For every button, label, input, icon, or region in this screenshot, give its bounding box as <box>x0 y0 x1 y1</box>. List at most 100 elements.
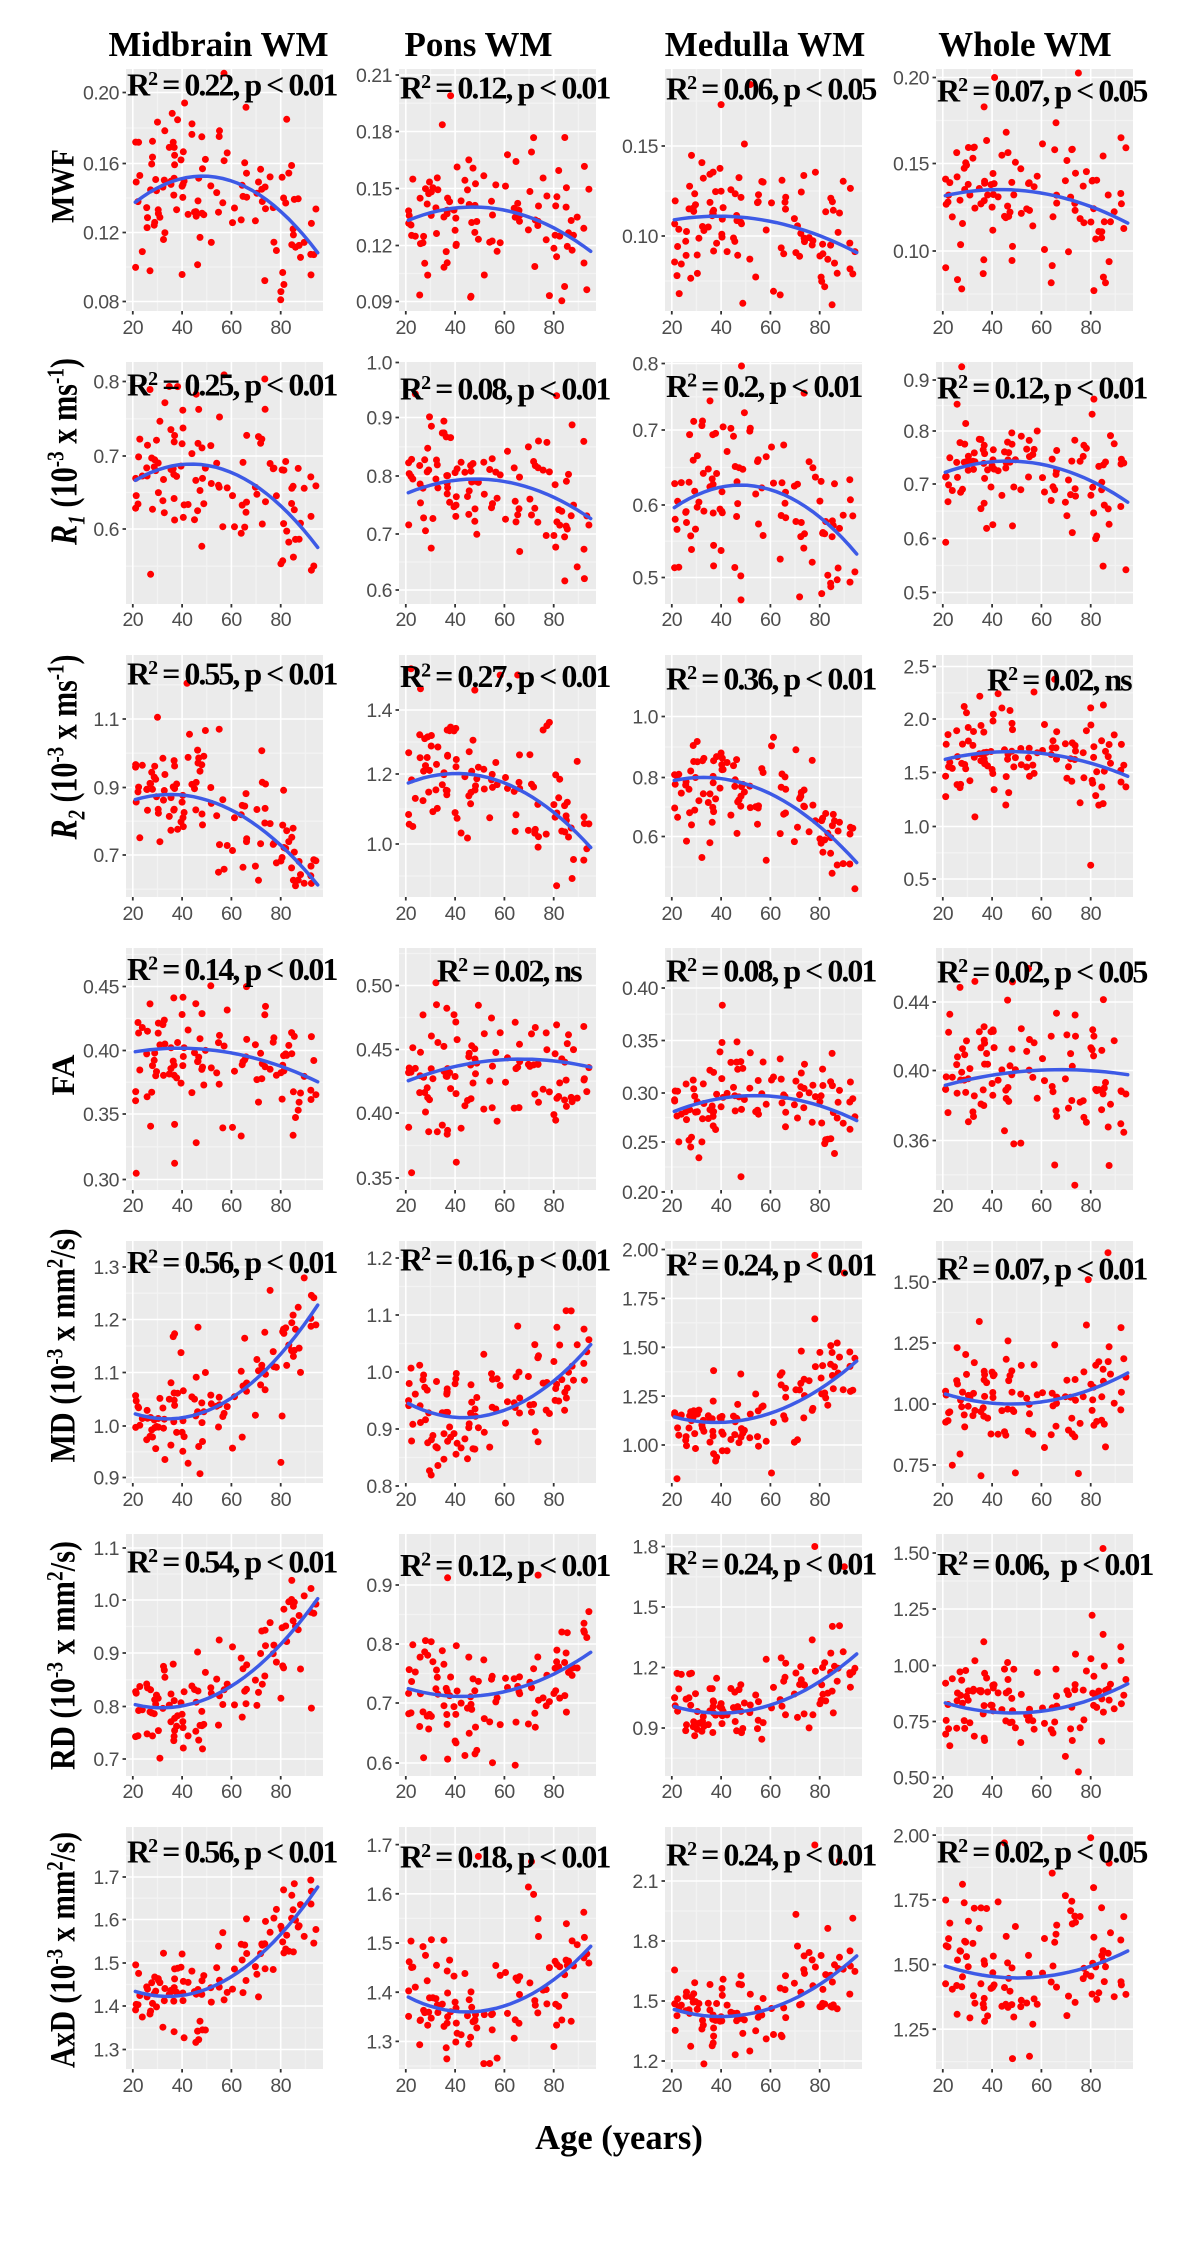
svg-text:20: 20 <box>395 609 416 631</box>
svg-text:0.7: 0.7 <box>366 524 392 546</box>
svg-text:60: 60 <box>1031 2075 1052 2097</box>
svg-text:1.1: 1.1 <box>93 1538 119 1560</box>
svg-text:RD (10-3 x mm2/s): RD (10-3 x mm2/s) <box>43 1541 83 1770</box>
svg-text:80: 80 <box>1080 1195 1101 1217</box>
svg-text:20: 20 <box>932 609 953 631</box>
svg-text:0.15: 0.15 <box>356 179 393 201</box>
svg-text:0.9: 0.9 <box>93 1468 119 1490</box>
svg-text:0.30: 0.30 <box>622 1083 659 1105</box>
svg-text:0.6: 0.6 <box>93 519 119 541</box>
svg-text:0.9: 0.9 <box>93 1643 119 1665</box>
svg-text:60: 60 <box>1031 609 1052 631</box>
svg-text:0.9: 0.9 <box>632 1718 658 1740</box>
svg-text:0.09: 0.09 <box>356 292 392 314</box>
svg-text:R1 (10-3 x ms-1): R1 (10-3 x ms-1) <box>44 358 91 546</box>
svg-text:20: 20 <box>122 2075 143 2097</box>
svg-text:0.45: 0.45 <box>83 977 120 999</box>
svg-text:R2 = 0.06, p < 0.01: R2 = 0.06, p < 0.01 <box>937 1546 1153 1582</box>
svg-text:40: 40 <box>711 1195 732 1217</box>
svg-text:40: 40 <box>445 1195 466 1217</box>
svg-text:80: 80 <box>270 1781 291 1803</box>
svg-text:1.25: 1.25 <box>893 1599 930 1621</box>
svg-text:1.0: 1.0 <box>93 1590 119 1612</box>
svg-text:20: 20 <box>932 1489 953 1511</box>
svg-text:0.8: 0.8 <box>93 372 119 394</box>
svg-text:0.40: 0.40 <box>83 1041 120 1063</box>
svg-text:60: 60 <box>221 1781 242 1803</box>
svg-text:0.20: 0.20 <box>893 68 930 90</box>
svg-text:40: 40 <box>172 317 193 339</box>
svg-text:R2 = 0.08, p < 0.01: R2 = 0.08, p < 0.01 <box>400 371 610 407</box>
svg-text:80: 80 <box>270 317 291 339</box>
svg-text:R2 = 0.55, p < 0.01: R2 = 0.55, p < 0.01 <box>127 656 337 692</box>
svg-text:40: 40 <box>172 903 193 925</box>
svg-text:1.4: 1.4 <box>366 1982 392 2004</box>
svg-text:Whole WM: Whole WM <box>938 25 1111 64</box>
svg-text:0.50: 0.50 <box>356 976 393 998</box>
svg-text:0.36: 0.36 <box>893 1131 929 1153</box>
svg-text:1.6: 1.6 <box>93 1910 119 1932</box>
svg-text:0.8: 0.8 <box>366 1476 392 1498</box>
svg-text:60: 60 <box>494 609 515 631</box>
svg-text:1.3: 1.3 <box>366 2032 392 2054</box>
svg-text:FA: FA <box>46 1054 82 1096</box>
svg-text:0.35: 0.35 <box>83 1104 120 1126</box>
svg-text:1.2: 1.2 <box>632 1658 658 1680</box>
svg-text:0.15: 0.15 <box>622 136 659 158</box>
svg-text:R2 = 0.36, p < 0.01: R2 = 0.36, p < 0.01 <box>666 661 876 697</box>
svg-text:20: 20 <box>661 2075 682 2097</box>
svg-text:80: 80 <box>543 903 564 925</box>
svg-text:60: 60 <box>221 1195 242 1217</box>
svg-text:20: 20 <box>122 1781 143 1803</box>
svg-text:40: 40 <box>445 317 466 339</box>
svg-text:20: 20 <box>122 1195 143 1217</box>
svg-text:0.15: 0.15 <box>893 154 930 176</box>
svg-text:0.7: 0.7 <box>93 1749 119 1771</box>
svg-text:80: 80 <box>1080 317 1101 339</box>
svg-text:1.0: 1.0 <box>366 353 392 375</box>
svg-text:2.00: 2.00 <box>622 1240 659 1262</box>
svg-text:40: 40 <box>982 317 1003 339</box>
svg-text:40: 40 <box>172 2075 193 2097</box>
svg-text:1.2: 1.2 <box>632 2051 658 2073</box>
svg-text:R2 = 0.07, p < 0.05: R2 = 0.07, p < 0.05 <box>937 73 1147 109</box>
svg-text:1.5: 1.5 <box>93 1953 119 1975</box>
svg-text:R2 = 0.56, p < 0.01: R2 = 0.56, p < 0.01 <box>127 1834 337 1870</box>
svg-text:1.5: 1.5 <box>366 1933 392 1955</box>
svg-text:0.30: 0.30 <box>83 1170 120 1192</box>
svg-text:80: 80 <box>1080 609 1101 631</box>
svg-text:0.9: 0.9 <box>366 1419 392 1441</box>
svg-text:1.5: 1.5 <box>903 763 929 785</box>
svg-text:1.4: 1.4 <box>93 1996 119 2018</box>
svg-text:1.75: 1.75 <box>622 1289 659 1311</box>
svg-text:20: 20 <box>122 317 143 339</box>
svg-text:2.5: 2.5 <box>903 657 929 679</box>
svg-text:0.6: 0.6 <box>632 495 658 517</box>
svg-text:0.8: 0.8 <box>903 421 929 443</box>
svg-text:Medulla WM: Medulla WM <box>665 25 866 64</box>
svg-text:0.8: 0.8 <box>93 1697 119 1719</box>
svg-text:40: 40 <box>172 1781 193 1803</box>
svg-text:MWF: MWF <box>46 149 82 223</box>
svg-text:80: 80 <box>809 609 830 631</box>
svg-text:0.12: 0.12 <box>356 236 392 258</box>
svg-text:80: 80 <box>270 1489 291 1511</box>
svg-text:80: 80 <box>270 609 291 631</box>
svg-text:40: 40 <box>172 1195 193 1217</box>
svg-text:Pons WM: Pons WM <box>404 25 552 64</box>
svg-text:1.00: 1.00 <box>622 1435 659 1457</box>
svg-text:80: 80 <box>543 317 564 339</box>
svg-text:0.50: 0.50 <box>893 1768 930 1790</box>
svg-text:20: 20 <box>395 2075 416 2097</box>
svg-text:60: 60 <box>1031 1489 1052 1511</box>
svg-text:R2 = 0.06, p < 0.05: R2 = 0.06, p < 0.05 <box>666 71 876 107</box>
svg-text:60: 60 <box>760 609 781 631</box>
svg-text:20: 20 <box>661 1489 682 1511</box>
svg-text:0.8: 0.8 <box>632 768 658 790</box>
svg-text:0.9: 0.9 <box>366 1575 392 1597</box>
svg-text:20: 20 <box>661 1195 682 1217</box>
svg-text:60: 60 <box>1031 1781 1052 1803</box>
svg-text:R2 = 0.08, p < 0.01: R2 = 0.08, p < 0.01 <box>666 953 876 989</box>
svg-text:60: 60 <box>494 1781 515 1803</box>
svg-text:80: 80 <box>809 1195 830 1217</box>
